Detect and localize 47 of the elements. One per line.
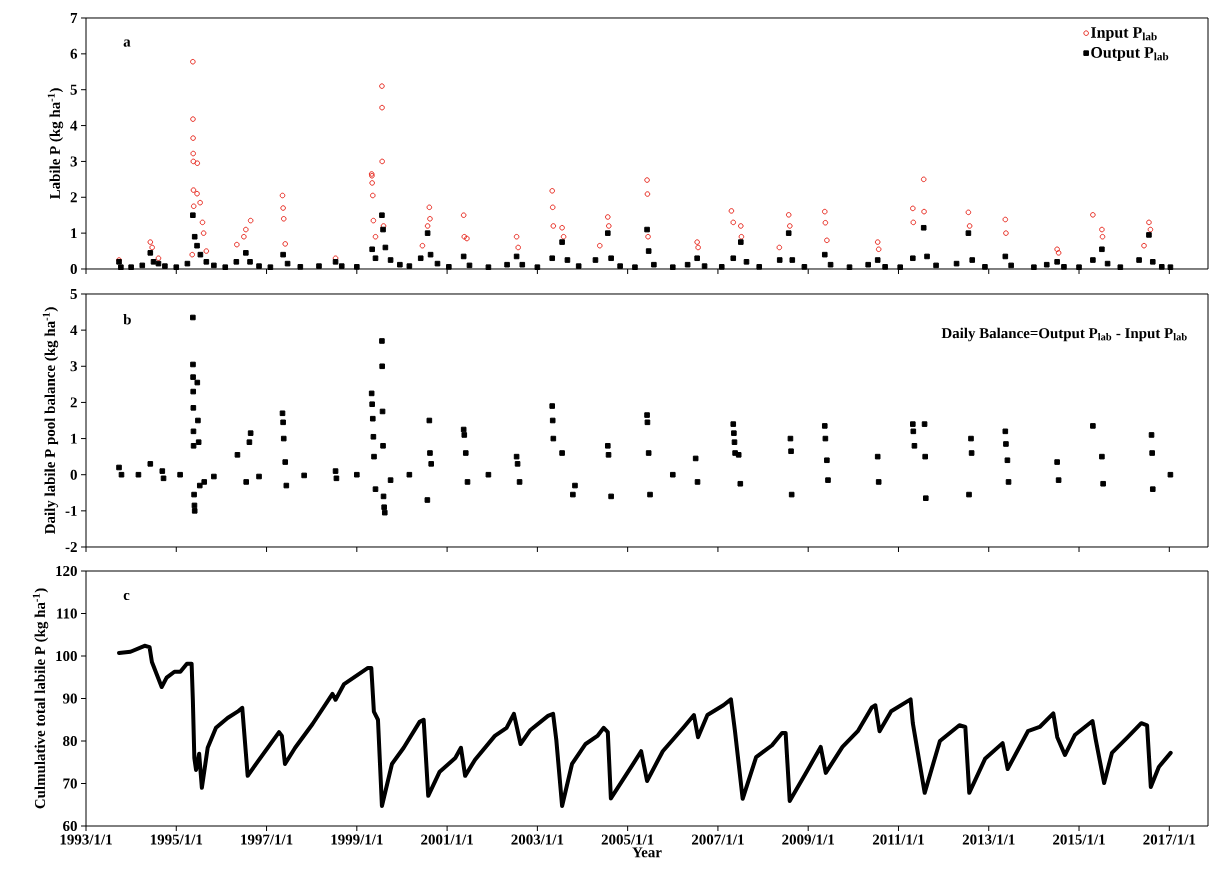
x-tick-label: 2011/1/1 — [872, 834, 924, 845]
y-tick-label: 90 — [62, 693, 77, 704]
x-tick-label: 2003/1/1 — [511, 834, 564, 845]
y-tick-label: 3 — [70, 156, 77, 167]
y-tick-label: -1 — [65, 505, 77, 516]
y-axis-title: Daily labile P pool balance (kg ha$^{-1}$) — [42, 307, 59, 535]
x-tick-label: 2005/1/1 — [601, 834, 654, 845]
line-series — [117, 643, 1173, 809]
y-tick-label: 100 — [56, 650, 77, 662]
legend-label: Input P$_{lab}$ — [1090, 27, 1157, 42]
x-tick-label: 1997/1/1 — [241, 834, 293, 845]
y-tick-label: 5 — [70, 289, 77, 299]
y-tick-label: 70 — [63, 778, 77, 789]
y-tick-label: 60 — [63, 820, 77, 832]
x-tick-label: 1999/1/1 — [331, 834, 383, 845]
x-tick-label: 2009/1/1 — [782, 834, 834, 845]
x-tick-label: 2001/1/1 — [421, 834, 473, 845]
x-axis-title: Year — [632, 847, 662, 858]
y-tick-label: 2 — [70, 192, 77, 203]
y-axis-title: Culmulative total labile P (kg ha$^{-1}$) — [32, 588, 49, 809]
y-axis-title: Labile P (kg ha$^{-1}$) — [47, 88, 64, 200]
y-tick-label: 3 — [70, 361, 77, 372]
y-tick-label: 80 — [63, 735, 77, 747]
y-tick-label: 2 — [70, 397, 77, 408]
y-tick-label: 4 — [70, 120, 78, 131]
x-tick-label: 2013/1/1 — [962, 834, 1015, 845]
y-tick-label: 0 — [70, 469, 77, 480]
x-tick-label: 1993/1/1 — [60, 834, 112, 845]
x-tick-label: 2007/1/1 — [691, 834, 744, 845]
y-tick-label: 1 — [71, 433, 77, 444]
x-tick-label: 2017/1/1 — [1143, 834, 1196, 845]
y-tick-label: 1 — [71, 228, 77, 239]
annotation: c — [123, 592, 130, 601]
annotation: b — [123, 314, 131, 325]
y-tick-label: 7 — [70, 13, 78, 23]
legend-label: Output P$_{lab}$ — [1091, 47, 1169, 62]
y-tick-label: 0 — [70, 263, 77, 275]
y-tick-label: -2 — [65, 542, 77, 552]
y-tick-label: 6 — [70, 48, 78, 59]
x-tick-label: 2015/1/1 — [1053, 834, 1105, 845]
annotation: Daily Balance=Output P$_{lab}$ - Input P$_{lab}$ — [941, 327, 1187, 342]
y-tick-label: 120 — [56, 565, 77, 577]
y-tick-label: 4 — [70, 325, 78, 336]
x-tick-label: 1995/1/1 — [150, 834, 203, 845]
annotation: a — [123, 39, 131, 47]
y-tick-label: 110 — [57, 608, 77, 619]
y-tick-label: 5 — [70, 84, 77, 95]
